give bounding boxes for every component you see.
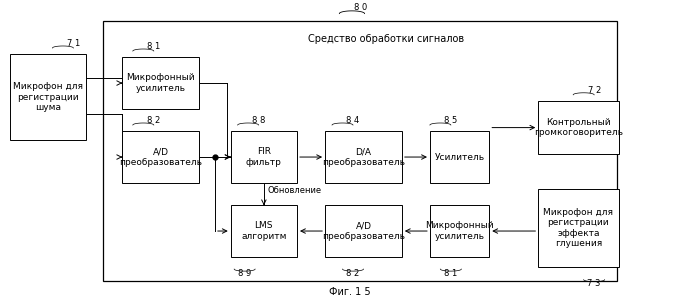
FancyBboxPatch shape [538, 189, 619, 267]
Text: 8 2: 8 2 [147, 116, 160, 125]
FancyBboxPatch shape [231, 205, 297, 257]
Text: 7 1: 7 1 [67, 39, 80, 48]
Text: 8 1: 8 1 [445, 269, 457, 278]
Text: 8 2: 8 2 [347, 269, 359, 278]
Text: Контрольный
громкоговоритель: Контрольный громкоговоритель [534, 118, 623, 137]
FancyBboxPatch shape [430, 131, 489, 183]
Text: FIR
фильтр: FIR фильтр [246, 147, 282, 167]
Text: 8 4: 8 4 [347, 116, 359, 125]
Text: Фиг. 1 5: Фиг. 1 5 [329, 288, 370, 297]
Text: 8 1: 8 1 [147, 42, 160, 51]
FancyBboxPatch shape [231, 131, 297, 183]
Text: 7 2: 7 2 [588, 86, 600, 95]
FancyBboxPatch shape [430, 205, 489, 257]
FancyBboxPatch shape [538, 101, 619, 154]
Text: LMS
алгоритм: LMS алгоритм [241, 221, 287, 241]
Text: 8 9: 8 9 [238, 269, 251, 278]
FancyBboxPatch shape [325, 205, 402, 257]
Text: Микрофон для
регистрации
эффекта
глушения: Микрофон для регистрации эффекта глушени… [543, 208, 614, 248]
Text: A/D
преобразователь: A/D преобразователь [322, 221, 405, 241]
Text: Средство обработки сигналов: Средство обработки сигналов [308, 34, 464, 44]
FancyBboxPatch shape [122, 131, 199, 183]
Text: A/D
преобразователь: A/D преобразователь [120, 147, 202, 167]
Text: 8 0: 8 0 [354, 3, 367, 12]
FancyBboxPatch shape [10, 54, 86, 140]
Text: Микрофонный
усилитель: Микрофонный усилитель [127, 73, 195, 93]
FancyBboxPatch shape [325, 131, 402, 183]
Text: Усилитель: Усилитель [435, 153, 484, 162]
FancyBboxPatch shape [122, 57, 199, 109]
Text: D/A
преобразователь: D/A преобразователь [322, 147, 405, 167]
Text: Микрофон для
регистрации
шума: Микрофон для регистрации шума [13, 82, 83, 112]
Text: Обновление: Обновление [267, 186, 322, 195]
FancyBboxPatch shape [103, 21, 617, 281]
Text: 8 8: 8 8 [252, 116, 266, 125]
Text: 7 3: 7 3 [587, 279, 601, 288]
Text: 8 5: 8 5 [445, 116, 457, 125]
Text: Микрофонный
усилитель: Микрофонный усилитель [425, 221, 494, 241]
